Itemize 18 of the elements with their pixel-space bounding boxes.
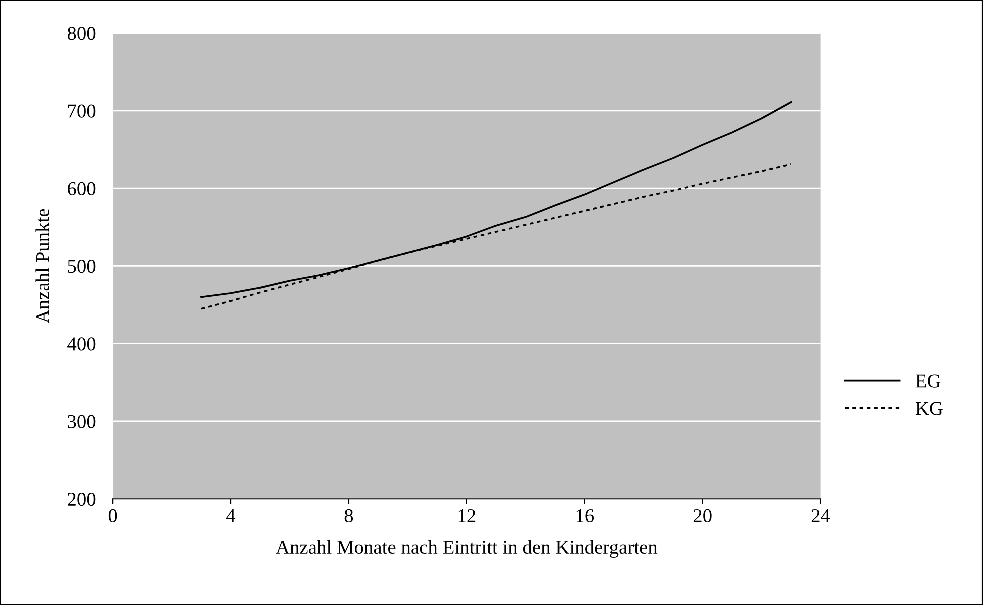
y-tick-label: 800 xyxy=(68,27,96,40)
x-tick-label: 16 xyxy=(576,509,594,523)
y-tick-label: 600 xyxy=(68,182,96,196)
x-tick-label: 0 xyxy=(108,509,118,523)
y-tick-label: 400 xyxy=(68,338,96,351)
x-tick-label: 4 xyxy=(226,510,236,522)
legend-label: KG xyxy=(916,402,943,416)
y-tick-label: 500 xyxy=(68,260,96,274)
legend-label: EG xyxy=(916,374,941,388)
x-axis-title: Anzahl Monate nach Eintritt in den Kindergarten xyxy=(276,540,658,558)
y-axis-title: Anzahl Punkte xyxy=(36,209,50,324)
y-tick-label: 700 xyxy=(68,104,96,118)
y-tick-label: 200 xyxy=(68,492,96,506)
x-tick-label: 20 xyxy=(694,509,712,523)
x-tick-label: 12 xyxy=(458,509,476,522)
y-tick-label: 300 xyxy=(68,415,96,428)
x-tick-label: 8 xyxy=(344,509,354,523)
x-tick-label: 24 xyxy=(812,509,830,522)
